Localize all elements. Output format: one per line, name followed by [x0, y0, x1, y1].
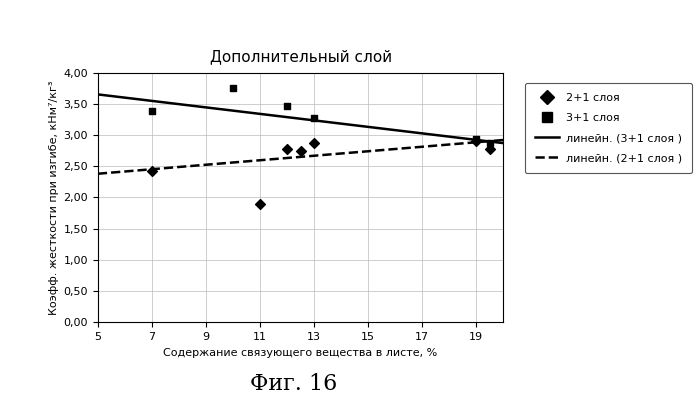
Point — [282, 145, 293, 152]
Point — [146, 168, 157, 174]
Legend: 2+1 слоя, 3+1 слоя, линейн. (3+1 слоя ), линейн. (2+1 слоя ): 2+1 слоя, 3+1 слоя, линейн. (3+1 слоя ),… — [525, 83, 692, 173]
Point — [308, 139, 319, 146]
Point — [470, 136, 482, 143]
Point — [254, 201, 266, 207]
Text: Фиг. 16: Фиг. 16 — [250, 373, 337, 395]
Point — [146, 108, 157, 114]
Point — [227, 85, 238, 91]
Point — [282, 102, 293, 109]
Point — [295, 147, 306, 154]
Point — [484, 139, 496, 146]
Point — [308, 115, 319, 121]
Point — [470, 138, 482, 144]
X-axis label: Содержание связующего вещества в листе, %: Содержание связующего вещества в листе, … — [164, 348, 438, 358]
Title: Дополнительный слой: Дополнительный слой — [210, 50, 391, 64]
Point — [484, 145, 496, 152]
Y-axis label: Коэфф. жесткости при изгибе, кНм⁷/кг³: Коэфф. жесткости при изгибе, кНм⁷/кг³ — [50, 80, 59, 315]
